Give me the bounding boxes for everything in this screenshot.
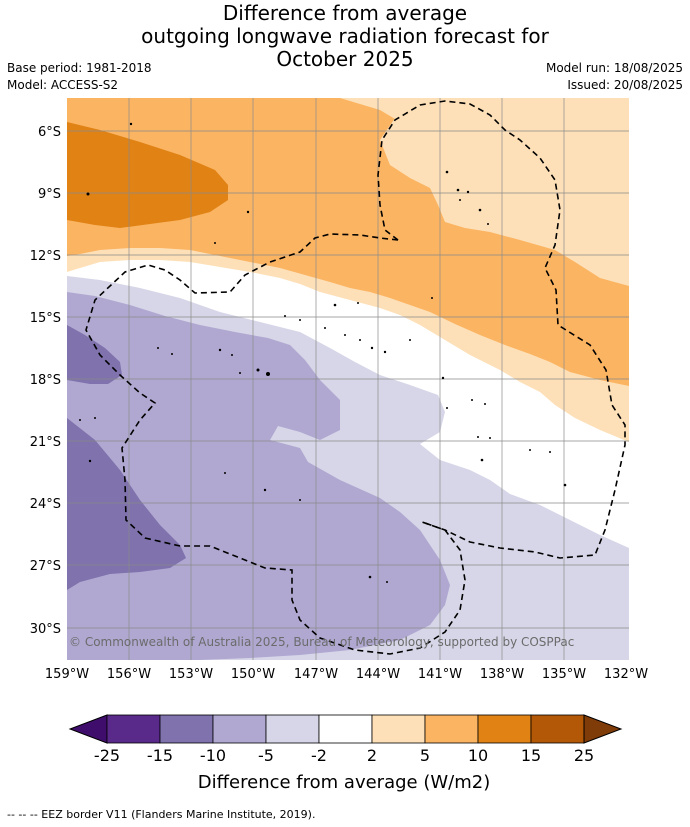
grid-lines [67, 98, 629, 660]
lat-label: 6°S [38, 125, 61, 140]
footer-note: -- -- -- EEZ border V11 (Flanders Marine… [7, 808, 316, 821]
colorbar-max-extension [583, 714, 623, 744]
issued-date: Issued: 20/08/2025 [567, 78, 683, 92]
lon-label: 156°W [107, 667, 151, 682]
positive-anomaly-strong [67, 122, 228, 228]
model-run: Model run: 18/08/2025 [545, 61, 683, 75]
lon-label: 150°W [231, 667, 275, 682]
colorbar-segment [530, 714, 585, 744]
colorbar-tick-label: -15 [147, 746, 173, 765]
copyright-notice: © Commonwealth of Australia 2025, Bureau… [69, 635, 574, 649]
colorbar-tick-label: -2 [311, 746, 327, 765]
latitude-labels: 6°S 9°S 12°S 15°S 18°S 21°S 24°S 27°S 30°S [30, 125, 61, 637]
colorbar-segment [265, 714, 320, 744]
lon-label: 141°W [418, 667, 462, 682]
eez-border-cook-islands [85, 233, 466, 655]
colorbar-segment [477, 714, 532, 744]
colorbar-tick-label: 10 [468, 746, 488, 765]
colorbar-segment [159, 714, 214, 744]
lon-label: 153°W [169, 667, 213, 682]
map-area: © Commonwealth of Australia 2025, Bureau… [67, 98, 629, 660]
lat-label: 12°S [30, 249, 61, 264]
lat-label: 9°S [38, 187, 61, 202]
eez-border-french-polynesia [377, 100, 626, 559]
colorbar-segment [424, 714, 479, 744]
lat-label: 21°S [30, 435, 61, 450]
eez-borders [85, 100, 626, 655]
colorbar-tick-label: 15 [521, 746, 541, 765]
meta-left: Base period: 1981-2018 Model: ACCESS-S2 [7, 60, 152, 94]
colorbar-tick-label: -5 [258, 746, 274, 765]
colorbar-tick-label: 5 [420, 746, 430, 765]
lon-label: 147°W [294, 667, 338, 682]
positive-anomaly-light-upper [380, 98, 629, 286]
colorbar-tick-label: 2 [367, 746, 377, 765]
title-line-3: October 2025 [276, 47, 414, 71]
colorbar-segment [318, 714, 373, 744]
longitude-labels: 159°W 156°W 153°W 150°W 147°W 144°W 141°W 138°W… [45, 667, 648, 682]
colorbar: -25 -15 -10 -5 -2 2 5 10 15 25 [68, 714, 623, 765]
map-title: Difference from average outgoing longwav… [0, 2, 690, 71]
negative-anomaly-strong-lower [67, 418, 186, 590]
lat-label: 27°S [30, 559, 61, 574]
lat-label: 18°S [30, 373, 61, 388]
meta-right: Model run: 18/08/2025 Issued: 20/08/2025 [546, 60, 683, 94]
lat-label: 30°S [30, 622, 61, 637]
title-line-2: outgoing longwave radiation forecast for [141, 24, 549, 48]
negative-anomaly-strong-upper [67, 325, 122, 384]
colorbar-segment [371, 714, 426, 744]
model-name: Model: ACCESS-S2 [7, 78, 119, 92]
lon-label: 159°W [45, 667, 89, 682]
title-line-1: Difference from average [222, 1, 468, 25]
base-period: Base period: 1981-2018 [7, 61, 152, 75]
colorbar-segment [212, 714, 267, 744]
colorbar-segment [106, 714, 161, 744]
lat-label: 15°S [30, 311, 61, 326]
colorbar-tick-label: -25 [94, 746, 120, 765]
lon-label: 144°W [356, 667, 400, 682]
colorbar-title: Difference from average (W/m2) [198, 772, 490, 793]
lon-label: 135°W [542, 667, 586, 682]
lon-label: 138°W [480, 667, 524, 682]
islands [79, 122, 567, 583]
lat-label: 24°S [30, 497, 61, 512]
colorbar-tick-label: -10 [200, 746, 226, 765]
colorbar-tick-label: 25 [574, 746, 594, 765]
lon-label: 132°W [604, 667, 648, 682]
colorbar-min-extension [68, 714, 108, 744]
